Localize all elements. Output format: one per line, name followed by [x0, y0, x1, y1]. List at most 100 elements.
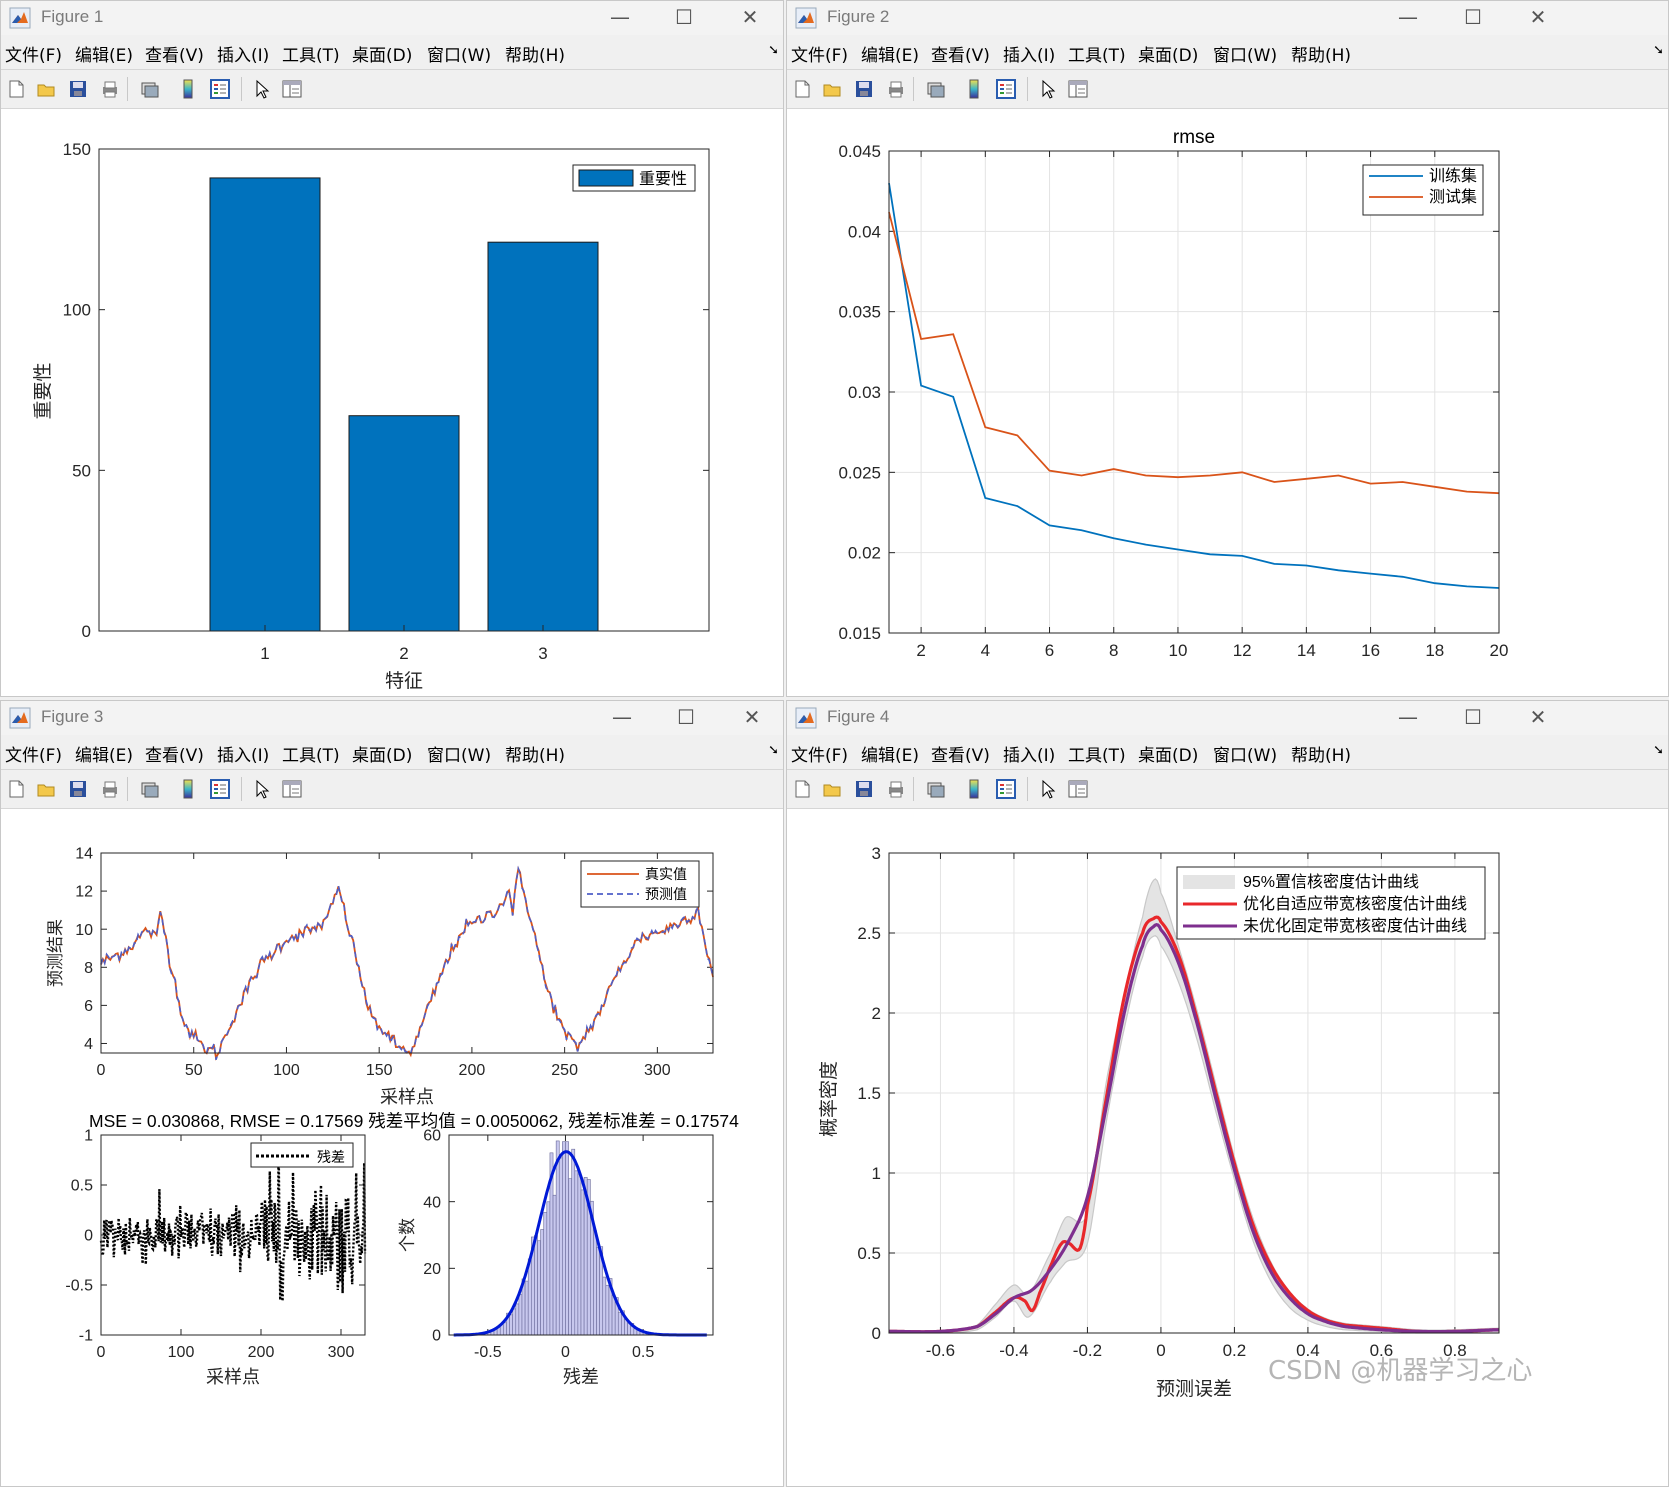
- menu-item[interactable]: 帮助(H): [505, 746, 566, 766]
- print-preview-icon[interactable]: [139, 778, 161, 800]
- new-file-icon[interactable]: [791, 78, 813, 100]
- open-folder-icon[interactable]: [821, 778, 843, 800]
- print-icon[interactable]: [885, 778, 907, 800]
- kde-chart[interactable]: -0.6 -0.4 -0.2 0 0.2 0.4 0.6 0.8 0 0.5 1 1.5 2 2.5 3 预测…: [787, 809, 1669, 1487]
- menu-item[interactable]: 文件(F): [791, 746, 849, 766]
- title-bar[interactable]: Figure 1 — ☐ ✕: [1, 1, 783, 35]
- menu-item[interactable]: 插入(I): [217, 746, 270, 766]
- menu-item[interactable]: 帮助(H): [505, 46, 566, 66]
- menu-item[interactable]: 编辑(E): [75, 46, 134, 66]
- print-icon[interactable]: [99, 78, 121, 100]
- menu-item[interactable]: 桌面(D): [1138, 46, 1199, 66]
- legend-icon[interactable]: [995, 778, 1017, 800]
- title-bar[interactable]: Figure 2 — ☐ ✕: [787, 1, 1668, 35]
- pointer-icon[interactable]: [251, 778, 273, 800]
- property-editor-icon[interactable]: [1067, 78, 1089, 100]
- menu-item[interactable]: 桌面(D): [352, 46, 413, 66]
- x-axis-label: 采样点: [380, 1087, 434, 1107]
- new-file-icon[interactable]: [5, 778, 27, 800]
- menu-item[interactable]: 工具(T): [1068, 746, 1126, 766]
- menu-item[interactable]: 工具(T): [282, 746, 340, 766]
- property-editor-icon[interactable]: [281, 778, 303, 800]
- menu-item[interactable]: 帮助(H): [1291, 46, 1352, 66]
- open-folder-icon[interactable]: [35, 778, 57, 800]
- close-icon[interactable]: ✕: [743, 705, 761, 729]
- dock-arrow-icon[interactable]: ➘: [1653, 43, 1664, 58]
- pointer-icon[interactable]: [1037, 78, 1059, 100]
- close-icon[interactable]: ✕: [1529, 705, 1547, 729]
- menu-item[interactable]: 插入(I): [1003, 746, 1056, 766]
- menu-item[interactable]: 插入(I): [217, 46, 270, 66]
- open-folder-icon[interactable]: [35, 78, 57, 100]
- legend-icon[interactable]: [209, 778, 231, 800]
- menu-item[interactable]: 查看(V): [931, 746, 990, 766]
- menu-item[interactable]: 编辑(E): [861, 746, 920, 766]
- dock-arrow-icon[interactable]: ➘: [768, 43, 779, 58]
- menu-item[interactable]: 文件(F): [5, 746, 63, 766]
- colorbar-icon[interactable]: [963, 778, 985, 800]
- minimize-icon[interactable]: —: [612, 705, 632, 729]
- property-editor-icon[interactable]: [1067, 778, 1089, 800]
- menu-item[interactable]: 查看(V): [931, 46, 990, 66]
- pointer-icon[interactable]: [251, 78, 273, 100]
- menu-item[interactable]: 编辑(E): [75, 746, 134, 766]
- maximize-icon[interactable]: ☐: [1464, 705, 1482, 729]
- save-icon[interactable]: [853, 778, 875, 800]
- maximize-icon[interactable]: ☐: [1464, 5, 1482, 29]
- menu-item[interactable]: 桌面(D): [1138, 746, 1199, 766]
- menu-item[interactable]: 窗口(W): [1213, 746, 1278, 766]
- minimize-icon[interactable]: —: [610, 5, 630, 29]
- menu-item[interactable]: 窗口(W): [1213, 46, 1278, 66]
- dock-arrow-icon[interactable]: ➘: [768, 743, 779, 758]
- menu-item[interactable]: 桌面(D): [352, 746, 413, 766]
- open-folder-icon[interactable]: [821, 78, 843, 100]
- new-file-icon[interactable]: [5, 78, 27, 100]
- menu-bar: 文件(F) 编辑(E) 查看(V) 插入(I) 工具(T) 桌面(D) 窗口(W) 帮助(H)…: [787, 37, 1668, 67]
- maximize-icon[interactable]: ☐: [677, 705, 695, 729]
- prediction-figure[interactable]: 0 50 100 150 200 250 300468101214采样点预测结果真实值预测值…: [1, 809, 784, 1487]
- legend-icon[interactable]: [995, 78, 1017, 100]
- property-editor-icon[interactable]: [281, 78, 303, 100]
- menu-item[interactable]: 插入(I): [1003, 46, 1056, 66]
- dock-arrow-icon[interactable]: ➘: [1653, 743, 1664, 758]
- new-file-icon[interactable]: [791, 778, 813, 800]
- x-axis-label: 预测误差: [1156, 1378, 1232, 1400]
- menu-item[interactable]: 编辑(E): [861, 46, 920, 66]
- save-icon[interactable]: [853, 78, 875, 100]
- print-icon[interactable]: [99, 778, 121, 800]
- print-icon[interactable]: [885, 78, 907, 100]
- menu-item[interactable]: 工具(T): [1068, 46, 1126, 66]
- menu-item[interactable]: 查看(V): [145, 46, 204, 66]
- legend-icon[interactable]: [209, 78, 231, 100]
- title-bar[interactable]: Figure 4 — ☐ ✕: [787, 701, 1668, 735]
- plot-area: 2 4 6 8 10 12 14 16 18 20 0.015 0.02 0.025 0.03 0.035 0…: [787, 109, 1668, 696]
- menu-item[interactable]: 文件(F): [791, 46, 849, 66]
- legend-label: 重要性: [639, 170, 687, 188]
- menu-item[interactable]: 窗口(W): [427, 746, 492, 766]
- pointer-icon[interactable]: [1037, 778, 1059, 800]
- colorbar-icon[interactable]: [177, 778, 199, 800]
- menu-item[interactable]: 帮助(H): [1291, 746, 1352, 766]
- menu-item[interactable]: 窗口(W): [427, 46, 492, 66]
- y-tick-label: 0: [432, 1328, 441, 1345]
- close-icon[interactable]: ✕: [741, 5, 759, 29]
- menu-item[interactable]: 查看(V): [145, 746, 204, 766]
- print-preview-icon[interactable]: [925, 778, 947, 800]
- minimize-icon[interactable]: —: [1398, 705, 1418, 729]
- minimize-icon[interactable]: —: [1398, 5, 1418, 29]
- rmse-chart[interactable]: 2 4 6 8 10 12 14 16 18 20 0.015 0.02 0.025 0.03 0.035 0…: [787, 109, 1669, 697]
- maximize-icon[interactable]: ☐: [675, 5, 693, 29]
- print-preview-icon[interactable]: [925, 78, 947, 100]
- menu-item[interactable]: 工具(T): [282, 46, 340, 66]
- title-bar[interactable]: Figure 3 — ☐ ✕: [1, 701, 783, 735]
- save-icon[interactable]: [67, 778, 89, 800]
- menu-item[interactable]: 文件(F): [5, 46, 63, 66]
- close-icon[interactable]: ✕: [1529, 5, 1547, 29]
- colorbar-icon[interactable]: [177, 78, 199, 100]
- print-preview-icon[interactable]: [139, 78, 161, 100]
- colorbar-icon[interactable]: [963, 78, 985, 100]
- histogram-bar: [571, 1148, 576, 1336]
- plot-area: 0 50 100 150 1 2 3 特征 重要性 重要性: [1, 109, 783, 696]
- save-icon[interactable]: [67, 78, 89, 100]
